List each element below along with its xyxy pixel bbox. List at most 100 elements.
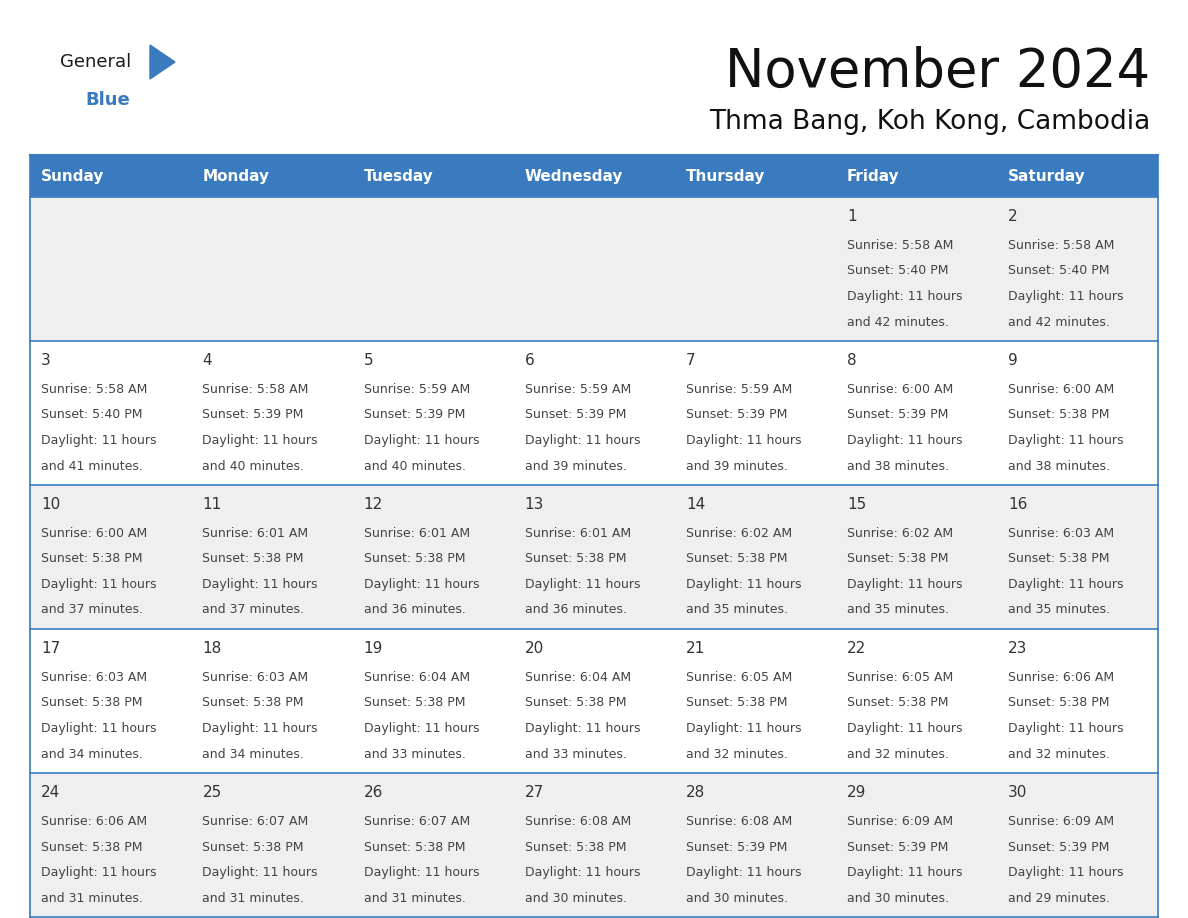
- Text: Daylight: 11 hours: Daylight: 11 hours: [1009, 866, 1124, 879]
- Text: and 32 minutes.: and 32 minutes.: [685, 747, 788, 760]
- Text: and 33 minutes.: and 33 minutes.: [364, 747, 466, 760]
- Text: Daylight: 11 hours: Daylight: 11 hours: [685, 866, 802, 879]
- Text: and 40 minutes.: and 40 minutes.: [202, 460, 304, 473]
- Text: Monday: Monday: [202, 169, 270, 184]
- Text: 24: 24: [42, 785, 61, 800]
- Text: 9: 9: [1009, 353, 1018, 368]
- Text: Saturday: Saturday: [1009, 169, 1086, 184]
- Text: Sunrise: 5:59 AM: Sunrise: 5:59 AM: [525, 383, 631, 396]
- Text: Daylight: 11 hours: Daylight: 11 hours: [525, 866, 640, 879]
- Text: Sunrise: 6:01 AM: Sunrise: 6:01 AM: [364, 527, 469, 540]
- Text: Daylight: 11 hours: Daylight: 11 hours: [42, 434, 157, 447]
- Text: Daylight: 11 hours: Daylight: 11 hours: [42, 722, 157, 735]
- Text: 28: 28: [685, 785, 706, 800]
- Text: and 42 minutes.: and 42 minutes.: [847, 316, 949, 329]
- Text: Sunset: 5:39 PM: Sunset: 5:39 PM: [847, 841, 948, 854]
- Text: and 30 minutes.: and 30 minutes.: [525, 891, 627, 904]
- Text: Tuesday: Tuesday: [364, 169, 434, 184]
- Text: Sunset: 5:38 PM: Sunset: 5:38 PM: [364, 553, 465, 565]
- Text: Sunset: 5:38 PM: Sunset: 5:38 PM: [1009, 553, 1110, 565]
- Text: Sunrise: 6:01 AM: Sunrise: 6:01 AM: [525, 527, 631, 540]
- Text: and 34 minutes.: and 34 minutes.: [42, 747, 144, 760]
- Text: Daylight: 11 hours: Daylight: 11 hours: [202, 578, 318, 591]
- Text: and 31 minutes.: and 31 minutes.: [202, 891, 304, 904]
- Text: Thma Bang, Koh Kong, Cambodia: Thma Bang, Koh Kong, Cambodia: [709, 109, 1150, 135]
- Text: Daylight: 11 hours: Daylight: 11 hours: [685, 578, 802, 591]
- Text: 12: 12: [364, 497, 383, 512]
- Text: and 38 minutes.: and 38 minutes.: [1009, 460, 1110, 473]
- Text: Daylight: 11 hours: Daylight: 11 hours: [685, 434, 802, 447]
- Text: and 32 minutes.: and 32 minutes.: [1009, 747, 1110, 760]
- Text: Sunrise: 5:58 AM: Sunrise: 5:58 AM: [1009, 239, 1114, 252]
- Text: 14: 14: [685, 497, 706, 512]
- Text: Sunrise: 6:06 AM: Sunrise: 6:06 AM: [42, 815, 147, 828]
- Text: Sunrise: 5:58 AM: Sunrise: 5:58 AM: [847, 239, 953, 252]
- Bar: [353, 155, 513, 197]
- Text: Sunrise: 6:02 AM: Sunrise: 6:02 AM: [847, 527, 953, 540]
- Text: 16: 16: [1009, 497, 1028, 512]
- Text: Sunset: 5:38 PM: Sunset: 5:38 PM: [525, 697, 626, 710]
- Text: 21: 21: [685, 641, 706, 656]
- Text: 25: 25: [202, 785, 222, 800]
- Bar: [997, 155, 1158, 197]
- Text: Sunday: Sunday: [42, 169, 105, 184]
- Text: General: General: [61, 53, 131, 71]
- Text: and 40 minutes.: and 40 minutes.: [364, 460, 466, 473]
- Text: 5: 5: [364, 353, 373, 368]
- Text: 10: 10: [42, 497, 61, 512]
- Bar: [191, 155, 353, 197]
- Text: Daylight: 11 hours: Daylight: 11 hours: [202, 722, 318, 735]
- Text: Sunset: 5:38 PM: Sunset: 5:38 PM: [1009, 409, 1110, 421]
- Text: 7: 7: [685, 353, 695, 368]
- Text: Daylight: 11 hours: Daylight: 11 hours: [202, 434, 318, 447]
- Text: Sunrise: 6:03 AM: Sunrise: 6:03 AM: [42, 671, 147, 684]
- Text: and 35 minutes.: and 35 minutes.: [685, 603, 788, 617]
- Text: Sunrise: 6:00 AM: Sunrise: 6:00 AM: [1009, 383, 1114, 396]
- Text: 18: 18: [202, 641, 222, 656]
- Bar: [30, 485, 1158, 629]
- Text: Sunset: 5:39 PM: Sunset: 5:39 PM: [847, 409, 948, 421]
- Polygon shape: [150, 45, 175, 79]
- Text: Sunset: 5:38 PM: Sunset: 5:38 PM: [525, 553, 626, 565]
- Text: Daylight: 11 hours: Daylight: 11 hours: [364, 434, 479, 447]
- Text: Sunrise: 6:04 AM: Sunrise: 6:04 AM: [525, 671, 631, 684]
- Text: 17: 17: [42, 641, 61, 656]
- Text: and 34 minutes.: and 34 minutes.: [202, 747, 304, 760]
- Text: Sunrise: 5:59 AM: Sunrise: 5:59 AM: [364, 383, 469, 396]
- Bar: [30, 155, 191, 197]
- Text: and 29 minutes.: and 29 minutes.: [1009, 891, 1110, 904]
- Bar: [835, 155, 997, 197]
- Text: Sunrise: 6:06 AM: Sunrise: 6:06 AM: [1009, 671, 1114, 684]
- Text: Sunrise: 6:04 AM: Sunrise: 6:04 AM: [364, 671, 469, 684]
- Text: Sunrise: 6:09 AM: Sunrise: 6:09 AM: [1009, 815, 1114, 828]
- Text: 19: 19: [364, 641, 383, 656]
- Text: Sunset: 5:38 PM: Sunset: 5:38 PM: [202, 841, 304, 854]
- Text: Daylight: 11 hours: Daylight: 11 hours: [1009, 578, 1124, 591]
- Bar: [675, 155, 835, 197]
- Text: Sunset: 5:39 PM: Sunset: 5:39 PM: [685, 841, 788, 854]
- Text: and 33 minutes.: and 33 minutes.: [525, 747, 626, 760]
- Text: Sunset: 5:38 PM: Sunset: 5:38 PM: [847, 697, 948, 710]
- Text: Sunrise: 6:07 AM: Sunrise: 6:07 AM: [364, 815, 469, 828]
- Bar: [30, 629, 1158, 773]
- Text: 23: 23: [1009, 641, 1028, 656]
- Text: 11: 11: [202, 497, 222, 512]
- Text: November 2024: November 2024: [725, 46, 1150, 98]
- Text: Sunrise: 6:01 AM: Sunrise: 6:01 AM: [202, 527, 309, 540]
- Text: Sunset: 5:40 PM: Sunset: 5:40 PM: [847, 264, 948, 277]
- Text: and 31 minutes.: and 31 minutes.: [42, 891, 144, 904]
- Text: Sunset: 5:38 PM: Sunset: 5:38 PM: [42, 553, 143, 565]
- Text: Sunset: 5:39 PM: Sunset: 5:39 PM: [525, 409, 626, 421]
- Text: Sunrise: 5:58 AM: Sunrise: 5:58 AM: [202, 383, 309, 396]
- Text: 4: 4: [202, 353, 211, 368]
- Text: 30: 30: [1009, 785, 1028, 800]
- Text: Blue: Blue: [86, 91, 129, 109]
- Text: Sunrise: 5:59 AM: Sunrise: 5:59 AM: [685, 383, 792, 396]
- Bar: [30, 197, 1158, 341]
- Text: Daylight: 11 hours: Daylight: 11 hours: [202, 866, 318, 879]
- Text: Sunrise: 6:00 AM: Sunrise: 6:00 AM: [42, 527, 147, 540]
- Text: Sunset: 5:40 PM: Sunset: 5:40 PM: [42, 409, 143, 421]
- Text: and 42 minutes.: and 42 minutes.: [1009, 316, 1110, 329]
- Text: 2: 2: [1009, 209, 1018, 224]
- Text: Sunrise: 6:09 AM: Sunrise: 6:09 AM: [847, 815, 953, 828]
